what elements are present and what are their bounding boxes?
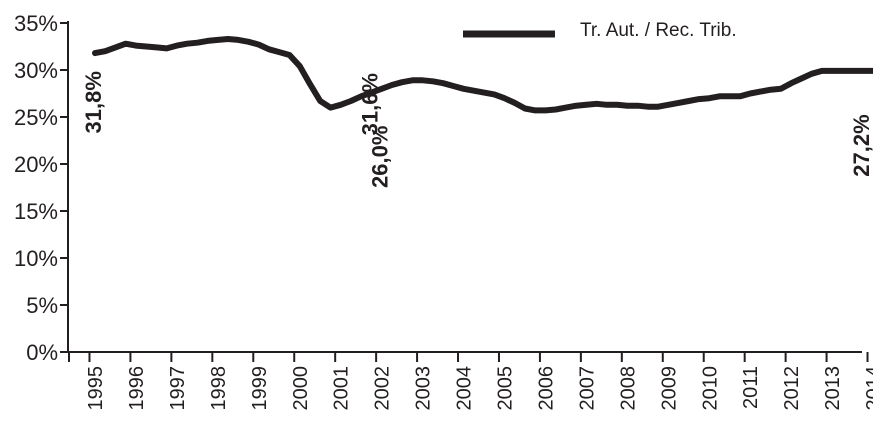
x-tick-label: 2010 [699, 366, 721, 411]
x-tick-label: 2011 [740, 366, 762, 409]
y-tick-label: 5% [26, 293, 58, 318]
x-tick-label: 1996 [126, 366, 148, 411]
y-axis: 0% 5% 10% 15% 20% 25% 30% 35% [14, 11, 69, 365]
y-tick-label: 30% [14, 58, 58, 83]
x-tick-label: 2004 [454, 366, 476, 411]
x-tick-label: 2000 [290, 366, 312, 411]
x-tick-label: 1998 [208, 366, 230, 411]
x-tick-label: 2013 [822, 366, 844, 411]
x-axis: 1995 1996 1997 1998 1999 2000 2001 2002 2003 2004… [67, 351, 873, 411]
legend: Tr. Aut. / Rec. Trib. [463, 20, 737, 41]
y-tick-label: 15% [14, 199, 58, 224]
series-line [92, 36, 873, 114]
x-tick-label: 2008 [617, 366, 639, 411]
x-tick-label: 1995 [85, 366, 107, 411]
x-tick-label: 2002 [372, 366, 394, 411]
y-tick-label: 35% [14, 11, 58, 36]
x-tick-label: 2003 [413, 366, 435, 411]
x-tick-label: 2012 [781, 366, 803, 411]
x-tick-label: 2006 [535, 366, 557, 411]
data-labels: 31,8%31,6%26,0%27,2%29,9% [81, 71, 873, 188]
x-tick-label: 1999 [249, 366, 271, 411]
x-tick-label: 2014 [863, 366, 873, 411]
series-group [92, 36, 873, 114]
y-tick-label: 25% [14, 105, 58, 130]
x-tick-label: 2009 [658, 366, 680, 411]
data-label: 31,8% [81, 71, 106, 133]
data-label: 27,2% [849, 114, 873, 176]
y-tick-label: 10% [14, 246, 58, 271]
x-tick-label: 2007 [576, 366, 598, 411]
y-tick-label: 20% [14, 152, 58, 177]
data-label: 26,0% [368, 126, 393, 188]
x-tick-label: 1997 [167, 366, 189, 411]
x-tick-label: 2005 [495, 366, 517, 411]
x-tick-label: 2001 [331, 366, 353, 411]
data-label: 31,6% [357, 73, 382, 135]
y-tick-label: 0% [26, 340, 58, 365]
legend-label: Tr. Aut. / Rec. Trib. [580, 20, 737, 41]
